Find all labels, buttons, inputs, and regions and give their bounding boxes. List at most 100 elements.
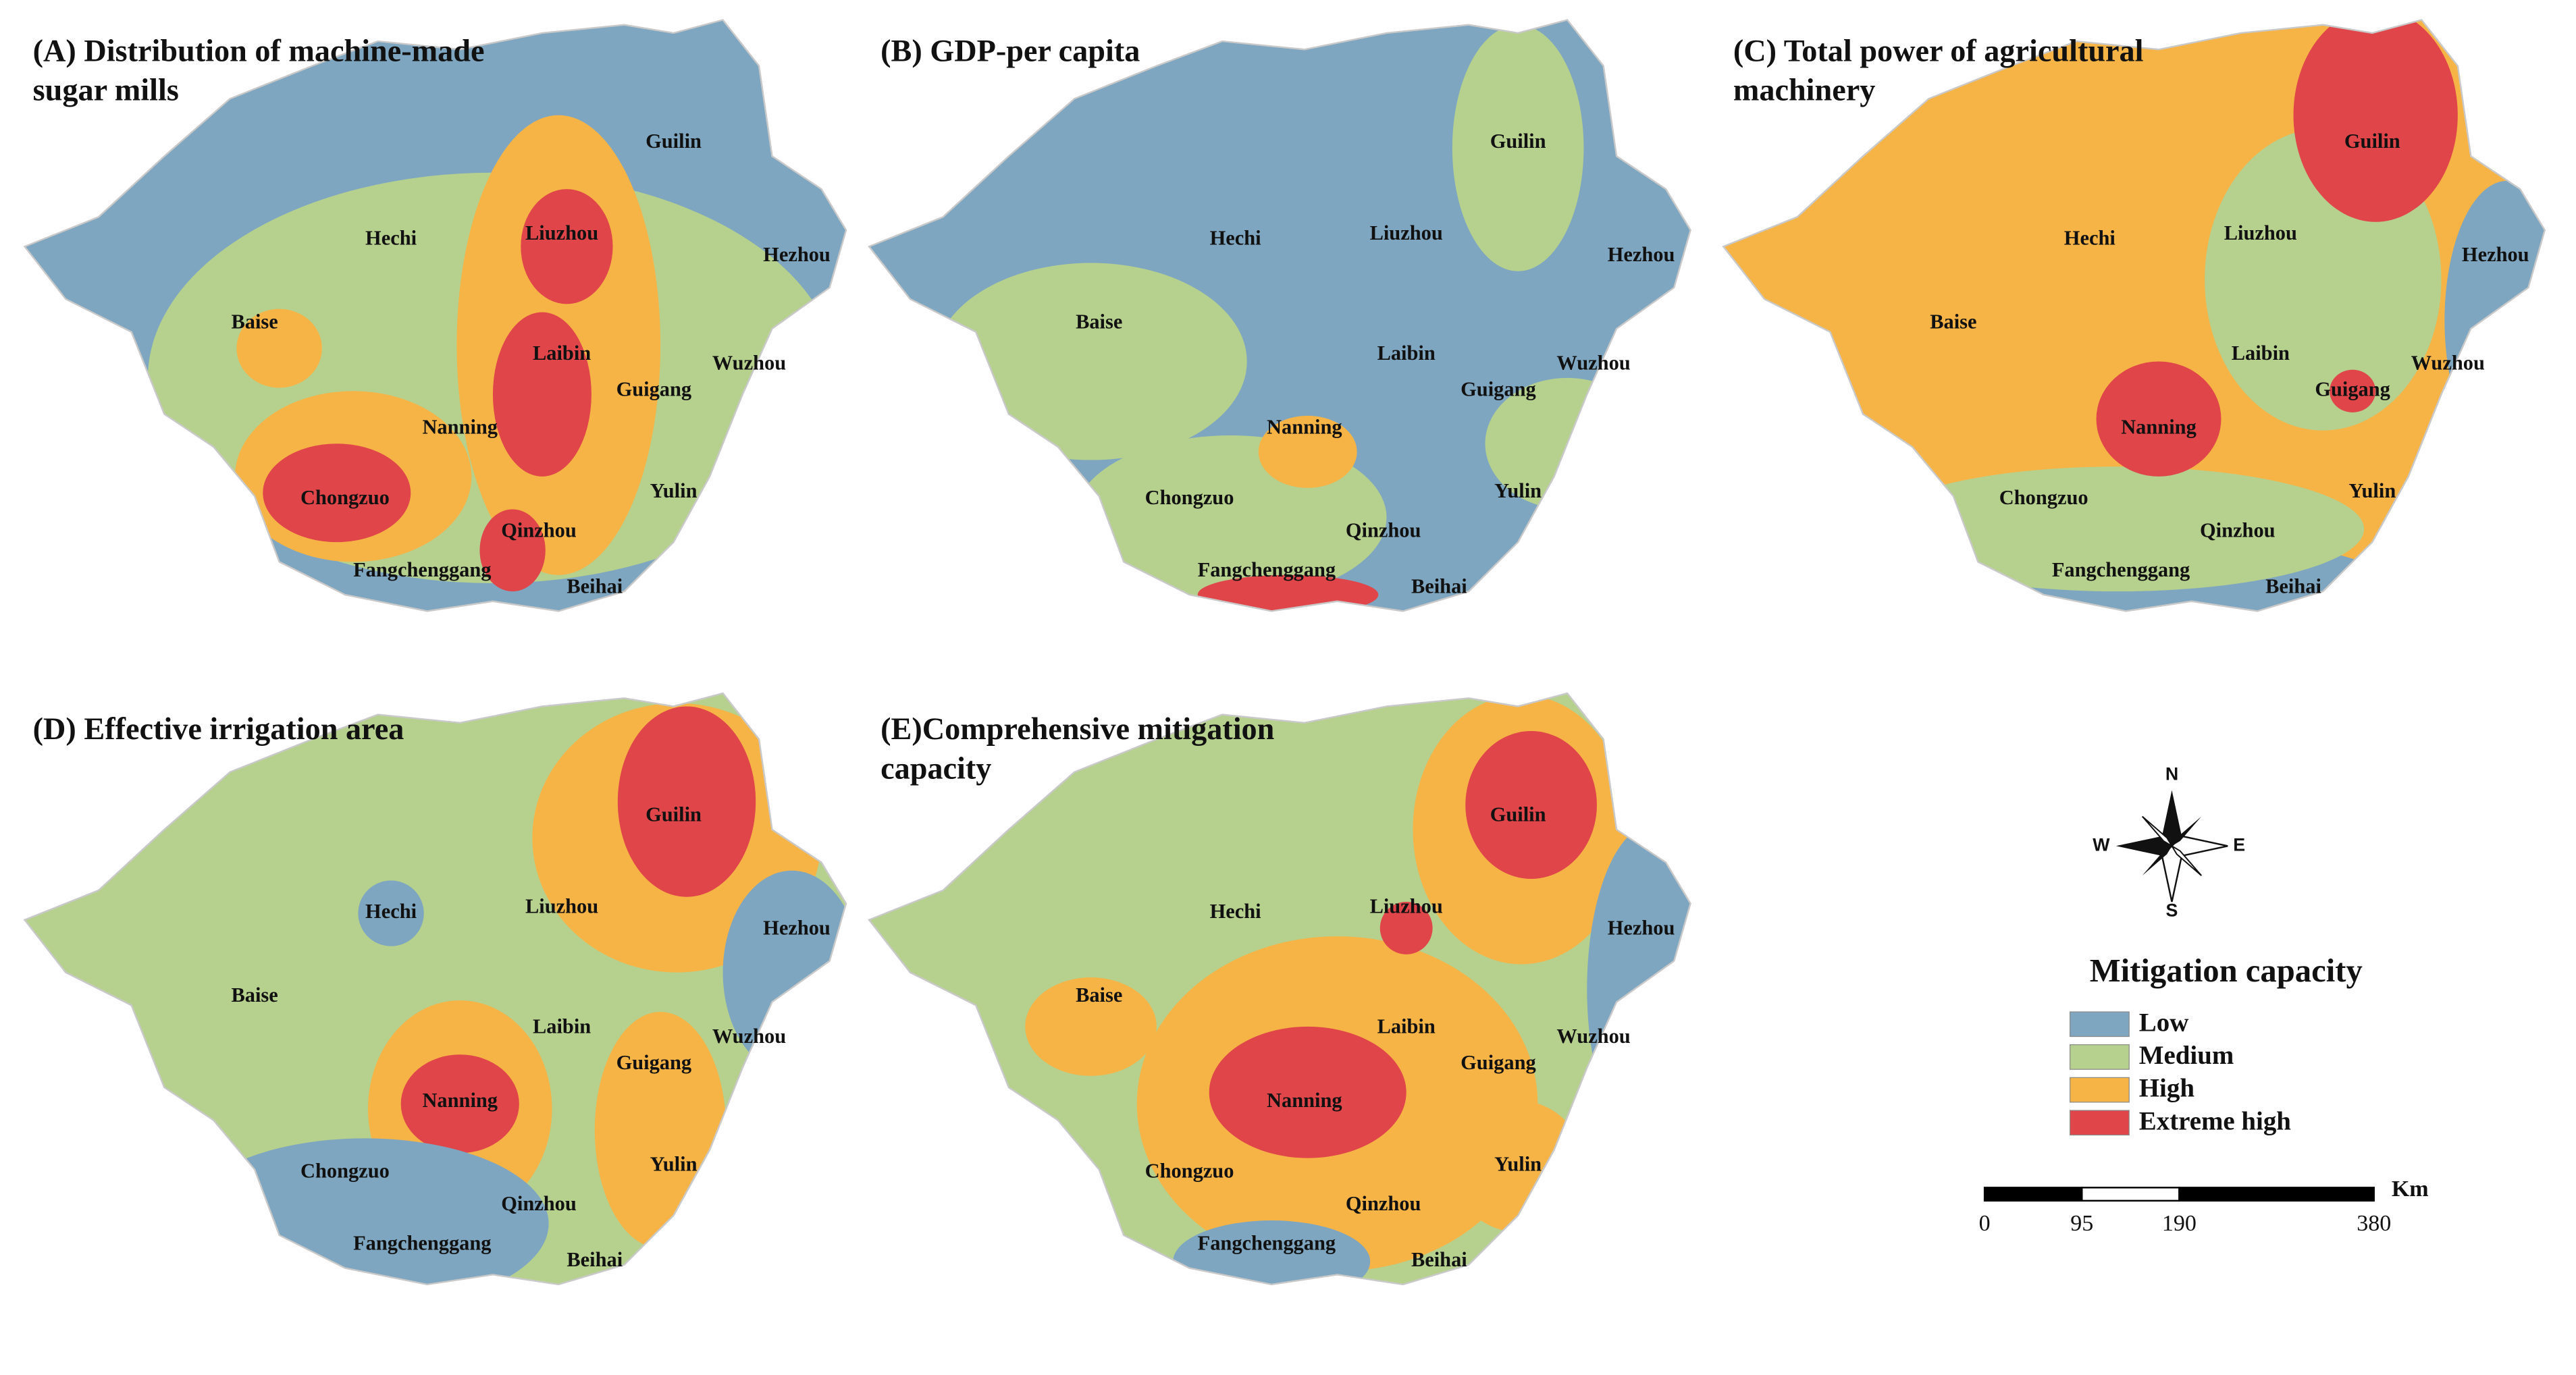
- zones: [147, 115, 838, 592]
- compass-west: W: [2093, 834, 2110, 855]
- city-label: Guigang: [2315, 377, 2390, 400]
- panel-title: (E)Comprehensive mitigation: [880, 711, 1274, 746]
- city-label: Chongzuo: [1145, 486, 1234, 509]
- city-label: Yulin: [650, 1153, 698, 1176]
- panel-title: (D) Effective irrigation area: [33, 711, 404, 746]
- legend-label: High: [2139, 1074, 2195, 1103]
- city-label: Liuzhou: [2224, 221, 2297, 244]
- city-label: Hezhou: [763, 243, 831, 266]
- city-label: Wuzhou: [712, 351, 786, 374]
- city-label: Baise: [231, 311, 278, 333]
- capacity-zone: [1587, 824, 1691, 1154]
- city-label: Guilin: [646, 803, 702, 826]
- city-label: Liuzhou: [1370, 895, 1443, 918]
- city-label: Beihai: [1411, 574, 1467, 597]
- capacity-zone: [1465, 730, 1597, 879]
- city-label: Chongzuo: [1999, 486, 2088, 509]
- scale-segment: [2178, 1187, 2375, 1202]
- city-label: Guigang: [616, 1051, 692, 1074]
- city-label: Fangchenggang: [1198, 558, 1336, 581]
- city-label: Laibin: [2232, 342, 2290, 365]
- legend-swatch: [2070, 1011, 2130, 1037]
- map-panel: Guilin Hechi Liuzhou Hezhou Baise Laibin Wuzho…: [868, 19, 1691, 612]
- city-label: Baise: [1076, 311, 1122, 333]
- city-label: Liuzhou: [525, 221, 598, 244]
- legend-label: Low: [2139, 1008, 2189, 1037]
- city-label: Yulin: [650, 479, 698, 502]
- city-label: Guilin: [646, 130, 702, 153]
- city-label: Qinzhou: [501, 1192, 577, 1215]
- capacity-zone: [594, 1012, 727, 1249]
- legend-label: Extreme high: [2139, 1106, 2291, 1135]
- city-label: Guilin: [1490, 130, 1546, 153]
- city-label: Hechi: [1210, 900, 1261, 923]
- panel-title: (C) Total power of agricultural: [1733, 33, 2144, 68]
- city-label: Qinzhou: [501, 519, 577, 542]
- capacity-zone: [1452, 24, 1584, 271]
- map-panel: Guilin Hechi Liuzhou Hezhou Baise Laibin Wuzho…: [24, 692, 847, 1286]
- city-label: Hechi: [1210, 226, 1261, 249]
- capacity-zone: [2444, 180, 2545, 460]
- city-label: Nanning: [422, 415, 498, 438]
- legend-swatch: [2070, 1044, 2130, 1070]
- city-label: Nanning: [422, 1089, 498, 1112]
- city-label: Hezhou: [2462, 243, 2529, 266]
- city-label: Guigang: [616, 377, 692, 400]
- capacity-zone: [2293, 20, 2458, 222]
- capacity-zone: [263, 443, 411, 543]
- city-label: Hezhou: [1608, 916, 1675, 939]
- capacity-zone: [1871, 466, 2365, 592]
- capacity-zone: [1025, 977, 1157, 1076]
- city-label: Beihai: [567, 574, 623, 597]
- city-label: Hechi: [365, 900, 417, 923]
- city-label: Yulin: [1494, 479, 1542, 502]
- scale-segment: [1983, 1187, 2083, 1202]
- city-label: Chongzuo: [1145, 1159, 1234, 1182]
- city-label: Laibin: [533, 342, 591, 365]
- city-label: Chongzuo: [300, 486, 390, 509]
- scale-unit: Km: [2392, 1177, 2429, 1202]
- capacity-zone: [236, 308, 322, 388]
- city-label: Hezhou: [763, 916, 831, 939]
- city-label: Wuzhou: [1556, 1025, 1630, 1048]
- city-label: Laibin: [1377, 1015, 1436, 1037]
- city-label: Guigang: [1461, 1051, 1536, 1074]
- panel-title: sugar mills: [33, 73, 179, 107]
- capacity-zone: [1258, 415, 1357, 488]
- city-label: Liuzhou: [1370, 221, 1443, 244]
- city-label: Qinzhou: [2200, 519, 2276, 542]
- city-label: Fangchenggang: [2052, 558, 2190, 581]
- compass-north: N: [2165, 764, 2178, 784]
- map-panel: Guilin Hechi Liuzhou Hezhou Baise Laibin Wuzho…: [24, 19, 847, 612]
- scale-tick-label: 380: [2357, 1211, 2391, 1236]
- capacity-zone: [1379, 902, 1433, 954]
- scale-tick-label: 95: [2070, 1211, 2093, 1236]
- compass: N S E W: [2093, 764, 2245, 921]
- city-label: Baise: [1930, 311, 1976, 333]
- city-label: Chongzuo: [300, 1159, 390, 1182]
- capacity-zone: [617, 706, 756, 897]
- city-label: Wuzhou: [1556, 351, 1630, 374]
- city-label: Fangchenggang: [353, 558, 491, 581]
- city-label: Beihai: [1411, 1248, 1467, 1271]
- city-label: Baise: [231, 983, 278, 1006]
- capacity-zone: [2096, 361, 2222, 477]
- capacity-zone: [2330, 369, 2376, 412]
- city-label: Guilin: [2344, 130, 2400, 153]
- city-label: Guilin: [1490, 803, 1546, 826]
- scale-tick-label: 0: [1979, 1211, 1991, 1236]
- legend-label: Medium: [2139, 1041, 2234, 1070]
- city-label: Laibin: [1377, 342, 1436, 365]
- city-label: Qinzhou: [1346, 1192, 1421, 1215]
- legend-swatch: [2070, 1110, 2130, 1136]
- city-label: Nanning: [1267, 1089, 1342, 1112]
- panel-title: capacity: [880, 751, 991, 786]
- compass-east: E: [2233, 834, 2245, 855]
- city-label: Nanning: [2121, 415, 2197, 438]
- city-label: Beihai: [2265, 574, 2321, 597]
- city-label: Liuzhou: [525, 895, 598, 918]
- city-label: Guigang: [1461, 377, 1536, 400]
- city-label: Baise: [1076, 983, 1122, 1006]
- city-label: Fangchenggang: [353, 1232, 491, 1255]
